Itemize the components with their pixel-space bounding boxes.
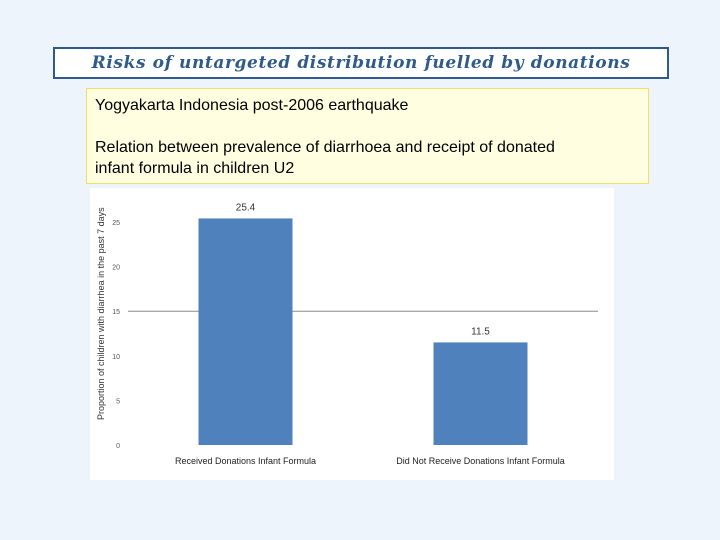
relation-line-2: infant formula in children U2 — [95, 160, 295, 177]
relation-line-1: Relation between prevalence of diarrhoea… — [95, 139, 555, 156]
y-tick-label: 25 — [112, 220, 120, 227]
y-tick-label: 20 — [112, 265, 120, 272]
slide-title-box: Risks of untargeted distribution fuelled… — [53, 47, 669, 79]
y-tick-label: 10 — [112, 354, 120, 361]
category-label: Did Not Receive Donations Infant Formula — [396, 456, 565, 466]
y-tick-label: 0 — [116, 443, 120, 450]
y-tick-label: 15 — [112, 309, 120, 316]
category-label: Received Donations Infant Formula — [175, 456, 316, 466]
location-line: Yogyakarta Indonesia post-2006 earthquak… — [95, 97, 409, 114]
chart-panel: Proportion of children with diarrhea in … — [90, 188, 614, 480]
bar — [198, 218, 293, 445]
bar — [433, 342, 528, 445]
y-axis-label: Proportion of children with diarrhea in … — [96, 207, 106, 420]
data-label: 25.4 — [236, 202, 256, 213]
bar-chart: Proportion of children with diarrhea in … — [96, 202, 598, 466]
y-tick-label: 5 — [116, 398, 120, 405]
data-label: 11.5 — [471, 326, 490, 337]
slide-title: Risks of untargeted distribution fuelled… — [91, 53, 631, 73]
description-box: Yogyakarta Indonesia post-2006 earthquak… — [86, 88, 649, 184]
